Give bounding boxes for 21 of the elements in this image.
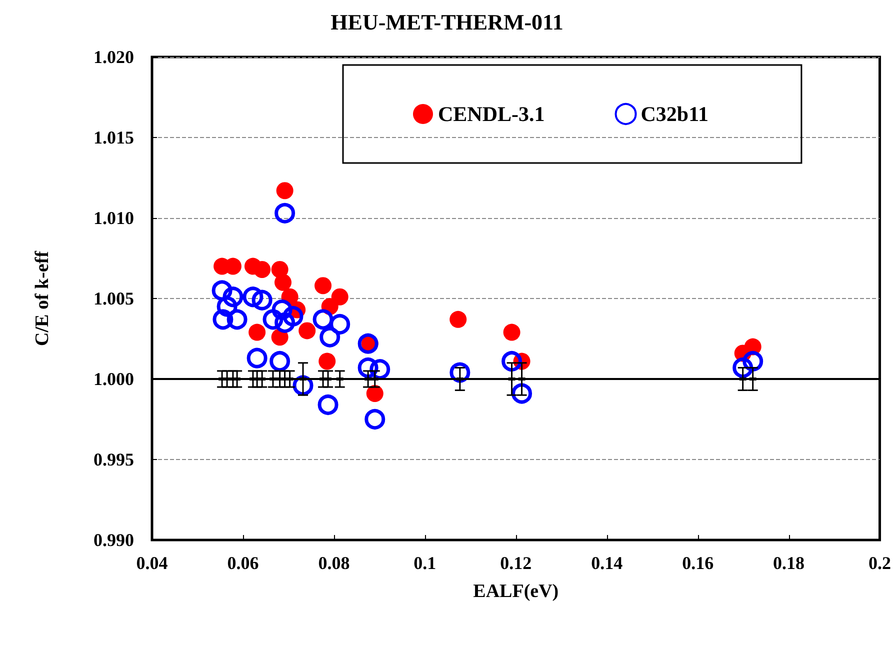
x-tick-label: 0.18 — [773, 553, 805, 573]
chart-title: HEU-MET-THERM-011 — [330, 10, 564, 34]
y-tick-label: 0.995 — [94, 450, 134, 470]
x-tick-label: 0.08 — [318, 553, 350, 573]
x-tick-label: 0.12 — [500, 553, 532, 573]
legend-label: CENDL-3.1 — [438, 102, 545, 126]
y-tick-label: 1.005 — [94, 288, 134, 308]
y-tick-label: 1.015 — [94, 128, 134, 148]
y-tick-label: 1.020 — [94, 47, 134, 67]
y-tick-label: 1.000 — [94, 369, 134, 389]
x-axis-title: EALF(eV) — [473, 581, 559, 602]
x-tick-label: 0.2 — [868, 553, 891, 573]
x-tick-label: 0.14 — [591, 553, 623, 573]
x-tick-label: 0.1 — [414, 553, 436, 573]
x-tick-label: 0.16 — [682, 553, 714, 573]
y-tick-label: 0.990 — [94, 530, 134, 550]
y-tick-label: 1.010 — [94, 208, 134, 228]
x-tick-label: 0.04 — [136, 553, 168, 573]
y-axis-title: C/E of k-eff — [32, 250, 53, 346]
legend-label: C32b11 — [640, 102, 708, 126]
x-tick-label: 0.06 — [227, 553, 259, 573]
